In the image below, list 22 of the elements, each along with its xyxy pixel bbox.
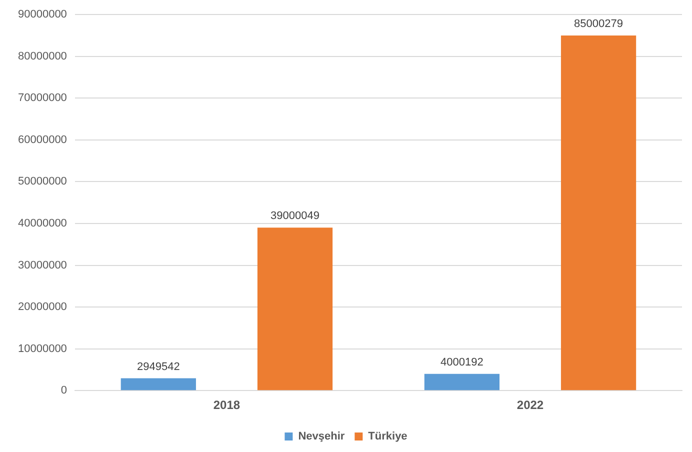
legend-label: Nevşehir — [298, 430, 346, 443]
data-label: 85000279 — [574, 18, 624, 30]
x-tick-label: 2018 — [213, 398, 240, 412]
y-tick-label: 50000000 — [18, 176, 67, 188]
y-tick-label: 30000000 — [18, 259, 67, 272]
data-label: 4000192 — [440, 356, 484, 368]
data-label: 39000049 — [270, 210, 320, 222]
y-tick-label: 60000000 — [18, 134, 67, 146]
bar — [120, 378, 196, 390]
bar — [257, 228, 333, 390]
y-tick-label: 0 — [60, 384, 67, 397]
y-tick-label: 20000000 — [18, 301, 67, 314]
bar — [424, 374, 500, 390]
x-tick-label: 2022 — [516, 398, 544, 412]
y-tick-label: 90000000 — [18, 8, 67, 21]
legend-label: Türkiye — [368, 430, 408, 443]
y-tick-label: 80000000 — [18, 50, 67, 62]
y-tick-label: 40000000 — [18, 218, 67, 230]
bar — [560, 35, 636, 390]
data-label: 2949542 — [137, 360, 180, 373]
y-tick-label: 70000000 — [18, 92, 67, 104]
y-tick-label: 10000000 — [18, 342, 67, 355]
